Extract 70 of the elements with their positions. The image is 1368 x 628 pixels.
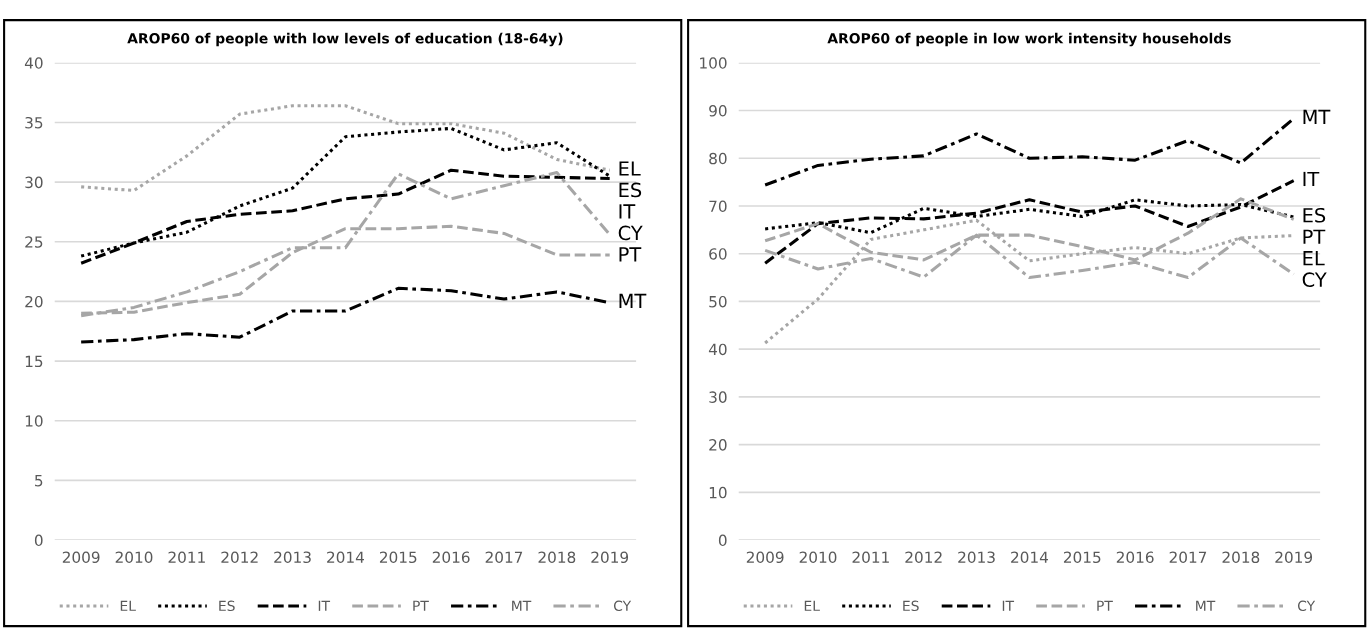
y-tick-label: 90 <box>709 104 727 117</box>
x-tick-label: 2019 <box>591 551 629 564</box>
y-tick-label: 20 <box>709 439 727 451</box>
text: ES <box>619 182 642 198</box>
text: IT <box>1303 171 1320 187</box>
legend-label: IT <box>318 600 331 611</box>
x-tick-label: 2011 <box>168 551 205 564</box>
x-tick-label: 2017 <box>485 551 523 564</box>
x-tick-label: 2009 <box>746 551 784 564</box>
legend-label: IT <box>1002 600 1015 611</box>
legend-label: MT <box>512 600 532 611</box>
y-tick-label: 40 <box>24 57 43 69</box>
x-tick-label: 2018 <box>1222 551 1260 564</box>
legend-label: ES <box>219 600 235 612</box>
line-series <box>79 104 612 192</box>
y-tick-label: 35 <box>25 116 43 129</box>
legend-label: EL <box>804 600 820 611</box>
x-tick-label: 2016 <box>432 551 470 564</box>
legend-label: PT <box>1097 600 1113 611</box>
line-series <box>763 179 1296 265</box>
y-tick-label: 80 <box>709 152 727 165</box>
text: PT <box>1303 229 1326 244</box>
y-tick-label: 60 <box>709 248 727 260</box>
text: ES <box>1303 207 1326 223</box>
y-tick-label: 40 <box>708 343 727 356</box>
y-tick-label: 10 <box>25 415 43 427</box>
y-tick-label: 50 <box>709 295 727 308</box>
text: PT <box>619 247 642 262</box>
y-tick-label: 15 <box>25 355 43 368</box>
y-tick-label: 20 <box>25 295 43 308</box>
x-tick-label: 2010 <box>115 551 153 564</box>
text: MT <box>1303 109 1331 125</box>
y-tick-label: 0 <box>34 534 43 547</box>
x-tick-label: 2015 <box>1063 551 1101 564</box>
x-tick-label: 2013 <box>274 551 311 564</box>
legend-label: ES <box>903 600 919 612</box>
x-tick-label: 2010 <box>799 551 837 564</box>
x-tick-label: 2009 <box>62 551 100 564</box>
x-tick-label: 2019 <box>1275 551 1313 564</box>
legend-label: CY <box>1297 600 1316 612</box>
y-tick-label: 0 <box>718 534 727 547</box>
legend-label: CY <box>613 600 632 612</box>
x-tick-label: 2015 <box>379 551 417 564</box>
chart-title: AROP60 of people with low levels of education (18-64y) <box>127 32 563 47</box>
text: MT <box>619 293 647 308</box>
x-tick-label: 2014 <box>327 551 364 564</box>
text: EL <box>1303 251 1325 266</box>
legend-label: PT <box>413 600 429 611</box>
text: CY <box>618 225 643 241</box>
y-tick-label: 10 <box>709 486 727 499</box>
x-tick-label: 2013 <box>958 551 995 564</box>
y-tick-label: 30 <box>25 176 43 189</box>
x-tick-label: 2016 <box>1116 551 1154 564</box>
x-tick-label: 2018 <box>538 551 576 564</box>
y-tick-label: 30 <box>709 391 727 403</box>
x-tick-label: 2014 <box>1011 551 1048 564</box>
legend-label: MT <box>1196 600 1216 611</box>
y-tick-label: 25 <box>25 236 43 248</box>
x-tick-label: 2017 <box>1169 551 1207 564</box>
x-tick-label: 2012 <box>905 551 942 564</box>
legend-label: EL <box>120 600 136 611</box>
y-tick-label: 5 <box>35 475 43 487</box>
text: IT <box>619 204 636 219</box>
y-tick-label: 100 <box>700 57 727 69</box>
x-tick-label: 2011 <box>852 551 889 564</box>
x-tick-label: 2012 <box>221 551 258 564</box>
text: EL <box>619 161 641 176</box>
chart-title: AROP60 of people in low work intensity households <box>827 32 1231 47</box>
text: CY <box>1302 272 1327 288</box>
y-tick-label: 70 <box>709 200 727 213</box>
